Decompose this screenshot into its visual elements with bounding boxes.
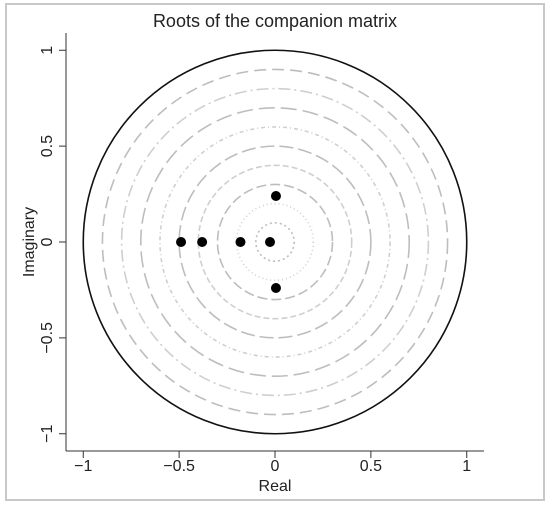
point (176, 237, 187, 247)
y-tick-label: −1 (39, 425, 56, 443)
reference-circle (120, 87, 430, 397)
y-tick-label: 0.5 (39, 135, 56, 157)
reference-circle (139, 106, 411, 378)
point (265, 237, 276, 247)
point (235, 237, 246, 247)
reference-circle (178, 145, 372, 339)
reference-circle (197, 164, 353, 320)
reference-circle (101, 68, 449, 416)
point (270, 283, 281, 294)
x-tick-label: 0.5 (360, 458, 382, 475)
y-tick-label: 0 (39, 237, 56, 246)
x-tick-label: −1 (74, 458, 92, 475)
x-tick-label: −0.5 (163, 458, 195, 475)
x-tick-label: 0 (271, 458, 280, 475)
point (197, 237, 208, 247)
unit-circle (82, 49, 468, 435)
reference-circle (159, 126, 391, 358)
reference-circle (216, 183, 334, 301)
point (270, 190, 281, 201)
y-axis-label: Imaginary (21, 207, 38, 277)
frame (5, 3, 545, 501)
y-tick-label: −0.5 (39, 322, 56, 354)
x-axis-label: Real (259, 478, 292, 495)
chart-title: Roots of the companion matrix (153, 11, 397, 31)
x-tick-label: 1 (462, 458, 471, 475)
y-tick-label: 1 (39, 46, 56, 55)
reference-circle (255, 222, 295, 262)
